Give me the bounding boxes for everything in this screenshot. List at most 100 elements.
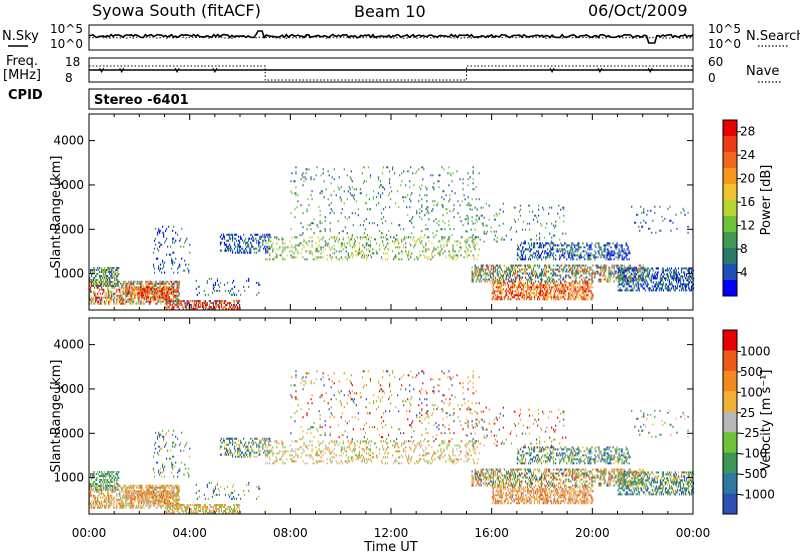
power-cell (584, 278, 586, 281)
power-cell (111, 286, 113, 289)
power-cell (521, 248, 524, 251)
power-cell (573, 252, 575, 255)
power-cell (553, 248, 555, 251)
velocity-cell (109, 500, 111, 503)
power-cell (568, 298, 570, 301)
power-cell (545, 280, 547, 283)
power-cell (538, 290, 541, 293)
power-cell (357, 208, 359, 211)
power-cell (588, 252, 590, 255)
power-cell (478, 216, 480, 219)
power-cell (382, 216, 385, 219)
power-cell (485, 274, 487, 277)
power-cell (568, 296, 570, 299)
power-cell (674, 285, 677, 288)
power-cell (559, 258, 561, 261)
velocity-cell (95, 488, 97, 491)
ytick-label: 3000 (53, 178, 84, 192)
power-cell (92, 280, 94, 283)
power-cell (516, 298, 519, 301)
power-cell (568, 252, 570, 255)
freq-unit-label: [MHz] (3, 68, 41, 83)
power-cell (568, 292, 570, 295)
power-cell (550, 250, 552, 253)
power-cell (515, 286, 518, 289)
freq-tick-low: 8 (65, 71, 73, 85)
power-cell (451, 256, 453, 259)
power-cell (472, 188, 474, 191)
power-cell (172, 261, 174, 264)
power-cell (168, 302, 170, 305)
power-cell (387, 242, 390, 245)
power-cell (160, 294, 163, 297)
power-cell (223, 243, 226, 246)
nave-dip-marker (99, 67, 105, 74)
power-cell (319, 192, 321, 195)
power-cell (509, 268, 511, 271)
power-cell (343, 168, 345, 171)
power-cell (183, 300, 185, 303)
power-cell (588, 254, 590, 257)
power-cell (617, 280, 619, 283)
power-cell (401, 240, 403, 243)
power-cell (199, 306, 201, 309)
power-cell (587, 294, 589, 297)
power-cell (271, 244, 273, 247)
power-cell (493, 266, 495, 269)
power-cell (587, 280, 589, 283)
power-cell (291, 244, 293, 247)
power-cell (432, 174, 434, 177)
power-cell (108, 294, 110, 297)
power-cell (352, 196, 354, 199)
power-cell (302, 256, 304, 259)
power-cell (294, 216, 296, 219)
power-cell (378, 230, 381, 233)
power-cell (581, 268, 583, 271)
power-cell (98, 286, 100, 289)
power-cell (455, 258, 457, 261)
power-cell (565, 294, 567, 297)
power-cell (431, 242, 433, 245)
power-cell (443, 168, 445, 171)
velocity-cell (107, 492, 109, 495)
power-cell (563, 292, 565, 295)
power-cell (562, 290, 564, 293)
power-cell (184, 306, 186, 309)
power-cell (632, 289, 634, 292)
power-cell (131, 286, 133, 289)
power-cell (419, 240, 421, 243)
power-cell (272, 242, 274, 245)
power-cell (100, 282, 102, 285)
power-cell (587, 290, 589, 293)
power-cell (326, 254, 328, 257)
power-cell (173, 306, 175, 309)
power-cell (564, 248, 566, 251)
velocity-cell (100, 506, 102, 509)
power-cell (664, 269, 667, 272)
power-cell (264, 245, 266, 248)
power-cell (162, 233, 165, 236)
power-cell (131, 294, 133, 297)
velocity-cell (101, 490, 103, 493)
power-cell (243, 233, 245, 236)
power-cell (319, 230, 321, 233)
power-cell (183, 245, 185, 248)
power-cell (546, 276, 548, 279)
power-cell (620, 267, 622, 270)
power-cell (491, 278, 493, 281)
power-cell (634, 266, 636, 269)
power-cell (532, 292, 535, 295)
power-cell (295, 186, 297, 189)
power-cell (178, 302, 180, 305)
power-cell (579, 256, 581, 259)
power-cell (683, 271, 686, 274)
power-cell (542, 284, 544, 287)
power-cell (520, 258, 523, 261)
power-cell (635, 273, 637, 276)
power-cell (547, 278, 549, 281)
power-cell (444, 250, 446, 253)
power-cell (554, 280, 556, 283)
power-cell (333, 244, 335, 247)
power-cell (528, 204, 531, 207)
power-cell (233, 285, 236, 288)
